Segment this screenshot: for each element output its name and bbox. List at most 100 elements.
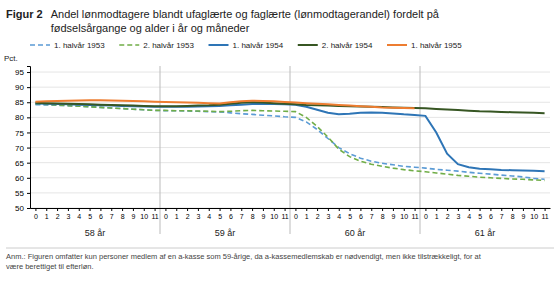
legend-label: 2. halvår 1954 bbox=[322, 41, 373, 50]
x-tick: 6 bbox=[489, 208, 493, 220]
x-tick-label: 2 bbox=[316, 213, 320, 220]
subtitle-line: fødselsårgange og alder i år og måneder bbox=[51, 22, 250, 34]
x-tick-mark bbox=[490, 208, 491, 211]
x-tick: 2 bbox=[186, 208, 190, 220]
x-tick-mark bbox=[360, 208, 361, 211]
legend-swatch bbox=[30, 44, 50, 46]
x-tick-mark bbox=[241, 208, 242, 211]
y-tick: 55 bbox=[15, 189, 30, 198]
y-tick-label: 65 bbox=[15, 159, 24, 168]
legend-item: 1. halvår 1955 bbox=[387, 41, 462, 50]
x-tick-label: 8 bbox=[121, 213, 125, 220]
x-tick: 1 bbox=[435, 208, 439, 220]
x-tick: 3 bbox=[326, 208, 330, 220]
x-tick-label: 0 bbox=[164, 213, 168, 220]
series-line bbox=[35, 100, 414, 108]
chart: Figur 2Andel lønmodtagere blandt ufaglær… bbox=[0, 0, 560, 295]
legend-swatch bbox=[119, 44, 139, 46]
legend: 1. halvår 1953 2. halvår 1953 1. halvår 19… bbox=[30, 41, 462, 50]
y-tick: 75 bbox=[15, 129, 30, 138]
series-line bbox=[35, 105, 544, 180]
x-tick-mark bbox=[46, 208, 47, 211]
legend-label: 1. halvår 1953 bbox=[54, 41, 105, 50]
x-tick-mark bbox=[480, 208, 481, 211]
x-tick: 2 bbox=[316, 208, 320, 220]
x-tick-mark bbox=[165, 208, 166, 211]
y-axis-line bbox=[27, 67, 31, 209]
y-tick-mark bbox=[27, 163, 30, 164]
y-tick-mark bbox=[27, 72, 30, 73]
annotation-separator bbox=[6, 248, 554, 249]
x-tick: 5 bbox=[478, 208, 482, 220]
x-tick-label: 6 bbox=[229, 213, 233, 220]
x-tick-label: 6 bbox=[99, 213, 103, 220]
x-tick-label: 5 bbox=[478, 213, 482, 220]
x-tick-mark bbox=[79, 208, 80, 211]
x-tick-label: 2 bbox=[186, 213, 190, 220]
x-tick-label: 6 bbox=[359, 213, 363, 220]
y-tick: 90 bbox=[15, 83, 30, 92]
x-tick: 11 bbox=[281, 208, 288, 220]
annotation-line: være berettiget til efterløn. bbox=[6, 262, 94, 271]
y-tick-mark bbox=[27, 132, 30, 133]
x-tick-mark bbox=[501, 208, 502, 211]
x-tick-label: 4 bbox=[337, 213, 341, 220]
x-tick: 0 bbox=[164, 208, 168, 220]
x-tick-label: 8 bbox=[381, 213, 385, 220]
subtitle: Andel lønmodtagere blandt ufaglærte og f… bbox=[51, 8, 440, 34]
annotation-line: Anm.: Figuren omfatter kun personer medl… bbox=[6, 252, 482, 261]
x-tick-label: 3 bbox=[66, 213, 70, 220]
y-tick: 95 bbox=[15, 68, 30, 77]
x-tick: 4 bbox=[207, 208, 211, 220]
x-tick: 7 bbox=[110, 208, 114, 220]
x-tick-label: 7 bbox=[500, 213, 504, 220]
y-tick-label: 75 bbox=[15, 129, 24, 138]
y-tick-label: 55 bbox=[15, 189, 24, 198]
x-tick-label: 10 bbox=[400, 213, 408, 220]
x-tick-label: 2 bbox=[56, 213, 60, 220]
y-tick: 85 bbox=[15, 98, 30, 107]
legend-label: 1. halvår 1954 bbox=[233, 41, 284, 50]
legend-label: 2. halvår 1953 bbox=[143, 41, 194, 50]
legend-item: 2. halvår 1953 bbox=[119, 41, 194, 50]
lines bbox=[35, 100, 544, 180]
x-tick-label: 1 bbox=[435, 213, 439, 220]
y-tick-label: 80 bbox=[15, 113, 24, 122]
y-tick-mark bbox=[27, 102, 30, 103]
x-tick-mark bbox=[436, 208, 437, 211]
x-tick: 0 bbox=[294, 208, 298, 220]
x-tick: 11 bbox=[541, 208, 548, 220]
y-tick-label: 90 bbox=[15, 83, 24, 92]
y-tick-label: 70 bbox=[15, 144, 24, 153]
x-tick: 10 bbox=[530, 208, 538, 220]
x-tick-mark bbox=[295, 208, 296, 211]
legend-label: 1. halvår 1955 bbox=[411, 41, 462, 50]
x-tick-label: 9 bbox=[391, 213, 395, 220]
x-axis-line bbox=[31, 208, 551, 209]
x-tick-label: 1 bbox=[175, 213, 179, 220]
x-tick: 2 bbox=[446, 208, 450, 220]
group-label: 59 år bbox=[215, 228, 236, 238]
y-tick-label: 85 bbox=[15, 98, 24, 107]
group-label: 60 år bbox=[345, 228, 366, 238]
x-tick-label: 7 bbox=[370, 213, 374, 220]
legend-swatch bbox=[298, 44, 318, 46]
y-axis-label: Pct. bbox=[4, 54, 18, 63]
x-tick-mark bbox=[339, 208, 340, 211]
y-tick-label: 50 bbox=[15, 204, 24, 213]
x-tick-mark bbox=[350, 208, 351, 211]
title-block: Figur 2Andel lønmodtagere blandt ufaglær… bbox=[6, 8, 440, 34]
x-tick-mark bbox=[122, 208, 123, 211]
group-labels: 58 år59 år60 år61 år bbox=[85, 228, 496, 238]
x-tick-mark bbox=[317, 208, 318, 211]
x-tick-mark bbox=[252, 208, 253, 211]
x-tick-label: 6 bbox=[489, 213, 493, 220]
x-tick-mark bbox=[209, 208, 210, 211]
x-tick-mark bbox=[545, 208, 546, 211]
x-tick-mark bbox=[404, 208, 405, 211]
x-tick: 7 bbox=[240, 208, 244, 220]
x-tick-label: 11 bbox=[541, 213, 548, 220]
x-tick-label: 3 bbox=[456, 213, 460, 220]
group-label: 58 år bbox=[85, 228, 106, 238]
x-tick-label: 11 bbox=[411, 213, 418, 220]
